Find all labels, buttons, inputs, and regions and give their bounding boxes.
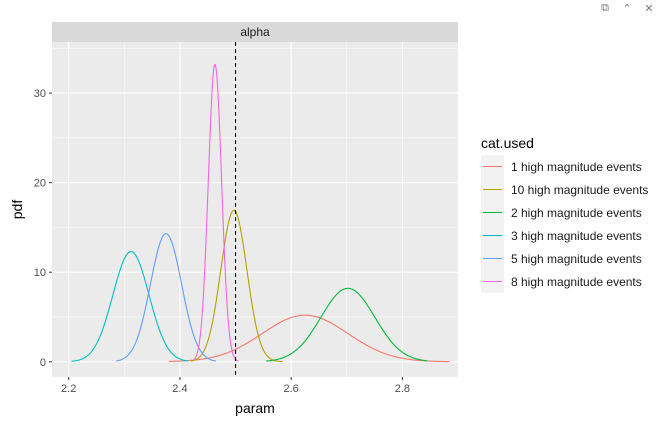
close-icon[interactable]: ✕ — [644, 2, 654, 15]
facet-strip-background — [52, 22, 458, 42]
x-axis: 2.2 2.4 2.6 2.8 — [61, 377, 410, 395]
x-tick-label: 2.2 — [61, 383, 76, 395]
legend-label: 3 high magnitude events — [511, 229, 642, 243]
viewer-toolbar: ⧉ ⌃ ✕ — [597, 0, 665, 16]
density-curve-1-high-magnitude-events — [168, 314, 450, 363]
gridlines — [52, 42, 459, 377]
density-curve-2-high-magnitude-events — [266, 287, 428, 362]
y-axis-label: pdf — [9, 200, 25, 220]
y-tick-label: 20 — [34, 178, 46, 190]
y-tick-label: 10 — [34, 267, 46, 279]
plot-panel — [52, 42, 458, 377]
panel-background — [52, 42, 458, 377]
legend-label: 2 high magnitude events — [511, 206, 642, 220]
x-tick-label: 2.4 — [172, 383, 187, 395]
facet-label: alpha — [240, 25, 270, 39]
legend-label: 5 high magnitude events — [511, 252, 642, 266]
y-tick-label: 30 — [34, 88, 46, 100]
facet-strip: alpha — [52, 22, 458, 42]
legend-label: 10 high magnitude events — [511, 183, 648, 197]
density-curve-8-high-magnitude-events — [193, 63, 239, 362]
density-curve-3-high-magnitude-events — [71, 251, 189, 362]
legend-label: 8 high magnitude events — [511, 275, 642, 289]
x-axis-label: param — [235, 400, 275, 416]
legend: cat.used 1 high magnitude events 10 high … — [481, 135, 648, 293]
legend-label: 1 high magnitude events — [511, 160, 642, 174]
collapse-icon[interactable]: ⌃ — [622, 2, 632, 15]
density-curve-10-high-magnitude-events — [190, 209, 283, 363]
legend-title: cat.used — [481, 135, 534, 151]
x-tick-label: 2.8 — [395, 383, 410, 395]
density-curve-5-high-magnitude-events — [115, 233, 217, 362]
y-axis: 0 10 20 30 — [34, 88, 52, 369]
x-tick-label: 2.6 — [284, 383, 299, 395]
density-curves — [71, 63, 450, 363]
popout-icon[interactable]: ⧉ — [601, 1, 609, 14]
y-tick-label: 0 — [40, 357, 46, 369]
